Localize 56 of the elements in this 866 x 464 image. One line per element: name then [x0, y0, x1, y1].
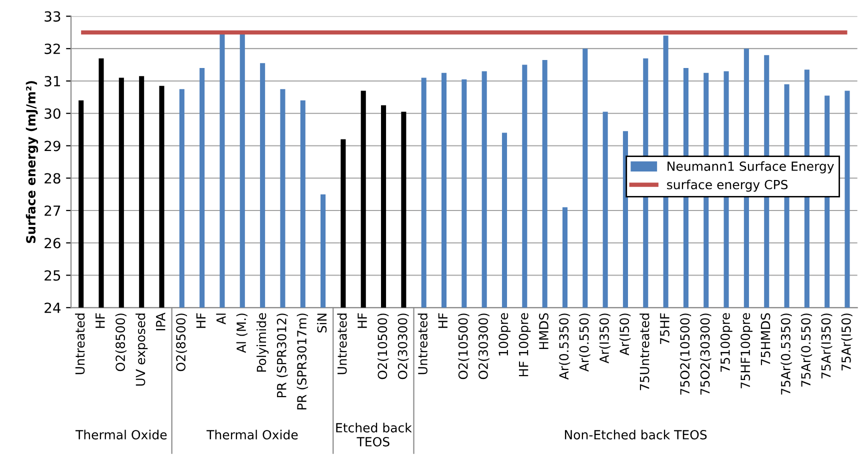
y-tick-label: 31 [44, 76, 60, 86]
x-tick-label: 75HF100pre [740, 313, 752, 388]
x-tick-label: 75HF [660, 313, 670, 344]
x-tick-label: O2(10500) [377, 314, 389, 380]
x-tick-label: 75Ar(I350) [821, 314, 832, 378]
x-tick-label: Ar(I350) [599, 314, 610, 364]
legend-label: Neumann1 Surface Energy [668, 161, 834, 174]
x-tick-label: Ar(I50) [619, 314, 631, 356]
x-tick-label: 75Untreated [640, 314, 650, 390]
x-tick-label: O2(30300) [398, 314, 409, 380]
text: Non-Etched back TEOS [564, 430, 707, 440]
x-tick-label: SiN [316, 314, 327, 332]
x-tick-label: Polyimide [256, 313, 269, 372]
text: Thermal Oxide [206, 430, 298, 440]
x-tick-label: 75Ar(I50) [841, 314, 852, 370]
x-tick-label: 75Ar(0.550) [800, 314, 812, 387]
x-tick-label: 75O2(30300) [700, 314, 712, 395]
y-tick-label: 30 [44, 108, 60, 119]
x-tick-label: 100pre [498, 313, 511, 356]
y-tick-label: 25 [44, 270, 60, 281]
x-tick-label: HMDS [538, 313, 548, 350]
y-tick-label: 29 [44, 140, 60, 152]
x-tick-label: HF 100pre [518, 313, 531, 376]
x-tick-label: O2(8500) [176, 314, 187, 372]
x-tick-label: Untreated [337, 314, 347, 374]
x-tick-label: Al [216, 314, 226, 324]
x-tick-label: PR (SPR3012) [276, 314, 288, 398]
text: Etched back TEOS [336, 422, 412, 446]
x-tick-label: O2(30300) [478, 314, 490, 380]
x-tick-label: HF [438, 313, 448, 328]
x-tick-label: HF [196, 313, 206, 328]
x-tick-label: 75O2(10500) [680, 314, 692, 395]
x-tick-label: Untreated [75, 314, 85, 374]
x-tick-label: 75100pre [720, 313, 732, 372]
x-tick-label: Untreated [418, 314, 428, 374]
legend-label: surface energy CPS [667, 180, 788, 192]
x-tick-label: Ar(0.550) [579, 314, 590, 372]
x-tick-label: PR (SPR3017m) [296, 314, 308, 410]
text: Thermal Oxide [75, 430, 167, 440]
x-tick-label: 75Ar(0.5350) [780, 314, 792, 395]
y-tick-label: 32 [44, 44, 60, 54]
x-tick-label: 75HMDS [760, 313, 770, 366]
y-tick-label: 24 [44, 302, 61, 313]
x-tick-label: HF [96, 313, 105, 328]
x-tick-label: HF [358, 313, 367, 328]
y-axis-title: Surface energy (mJ/m²) [26, 81, 38, 243]
x-tick-label: O2(10500) [458, 314, 470, 380]
x-tick-label: O2(8500) [115, 314, 127, 372]
y-tick-label: 28 [44, 173, 60, 184]
x-tick-label: IPA [156, 312, 166, 330]
y-tick-label: 26 [44, 238, 60, 248]
y-tick-label: 33 [44, 11, 60, 22]
x-tick-label: Ar(0.5350) [558, 314, 570, 380]
x-tick-label: UV exposed [136, 314, 148, 386]
y-tick-label: 27 [44, 205, 60, 216]
x-tick-label: Al (M.) [236, 314, 248, 353]
